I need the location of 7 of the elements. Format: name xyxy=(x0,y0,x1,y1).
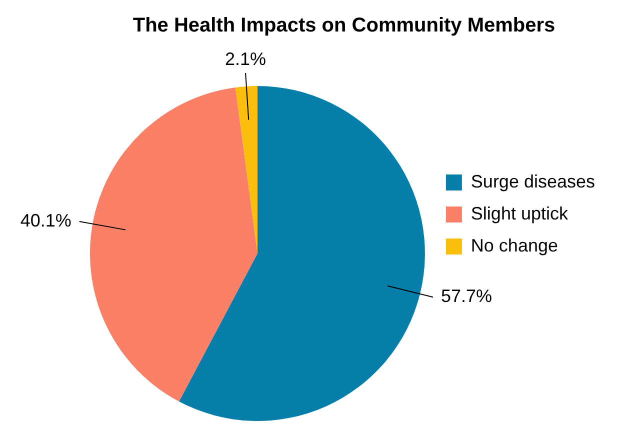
legend-label: Slight uptick xyxy=(470,203,569,224)
chart-title: The Health Impacts on Community Members xyxy=(132,14,556,37)
data-label: 57.7% xyxy=(441,286,492,306)
legend-label: Surge diseases xyxy=(470,171,596,192)
legend-label: No change xyxy=(470,235,558,256)
data-label: 40.1% xyxy=(20,210,72,230)
data-label: 2.1% xyxy=(225,48,266,69)
